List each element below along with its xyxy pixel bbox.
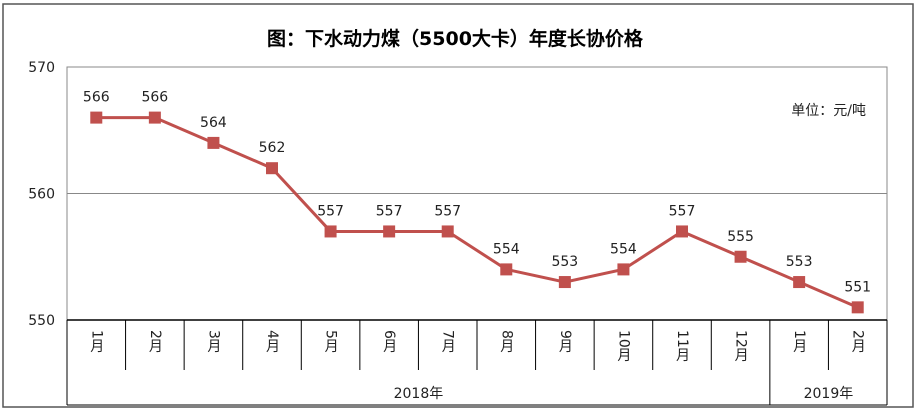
group-label: 2019年: [804, 386, 854, 402]
data-point: [383, 225, 396, 238]
data-label: 564: [200, 115, 227, 131]
data-point: [793, 276, 806, 289]
data-label: 562: [259, 140, 286, 156]
data-point: [324, 225, 337, 238]
x-tick-label: 6月: [381, 330, 397, 354]
group-label: 2018年: [394, 386, 444, 402]
data-label: 554: [610, 241, 637, 257]
x-tick-label: 9月: [557, 330, 573, 354]
data-point: [558, 276, 571, 289]
data-label: 566: [141, 90, 168, 106]
data-point: [90, 111, 103, 124]
data-point: [441, 225, 454, 238]
data-label: 553: [786, 254, 813, 270]
data-label: 557: [376, 203, 403, 219]
x-tick-label: 2月: [147, 330, 163, 354]
data-label: 566: [83, 90, 110, 106]
data-point: [617, 263, 630, 276]
chart-title: 图：下水动力煤（5500大卡）年度长协价格: [267, 27, 644, 50]
data-point: [500, 263, 513, 276]
x-tick-label: 3月: [205, 330, 221, 354]
x-tick-label: 12月: [733, 330, 749, 363]
x-tick-label: 10月: [615, 330, 631, 363]
data-label: 555: [727, 229, 754, 245]
data-point: [676, 225, 688, 238]
x-tick-label: 2月: [850, 330, 866, 354]
data-label: 551: [844, 279, 871, 295]
data-point: [851, 301, 864, 314]
data-point: [734, 250, 747, 263]
y-tick-label: 570: [28, 60, 55, 76]
unit-label: 单位：元/吨: [791, 103, 866, 119]
data-point: [266, 162, 278, 175]
series-line: [96, 116, 859, 309]
data-label: 557: [434, 203, 461, 219]
x-tick-label: 11月: [674, 330, 690, 363]
x-tick-label: 4月: [264, 330, 280, 354]
data-point: [207, 136, 220, 149]
x-tick-label: 1月: [791, 330, 807, 354]
x-tick-label: 7月: [440, 330, 456, 354]
x-tick-label: 1月: [88, 330, 104, 354]
y-tick-label: 560: [28, 187, 55, 203]
data-label: 553: [551, 254, 578, 270]
y-tick-label: 550: [28, 313, 55, 329]
data-point: [148, 111, 161, 124]
data-label: 554: [493, 241, 520, 257]
x-tick-label: 8月: [498, 330, 514, 354]
data-label: 557: [669, 203, 696, 219]
x-tick-label: 5月: [323, 330, 339, 354]
chart-frame: [2, 3, 914, 408]
data-label: 557: [317, 203, 344, 219]
